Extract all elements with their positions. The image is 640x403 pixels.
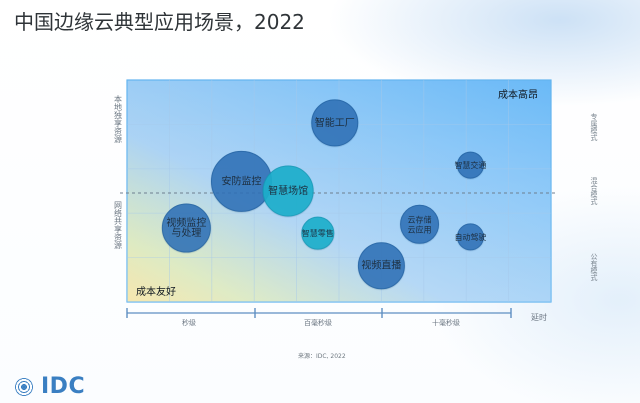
bubble-circle [311, 99, 359, 147]
bubble-label: 云存储云应用 [408, 214, 432, 234]
bubble-label: 视频监控与处理 [166, 216, 206, 239]
brand-logo: IDC [13, 374, 85, 399]
bubble-circle [262, 165, 314, 217]
bubble-circle [161, 203, 211, 253]
bubble-point: 自动驾驶 [454, 223, 486, 251]
bubble-label: 智能工厂 [315, 116, 355, 129]
bubble-label: 智慧零售 [302, 228, 334, 238]
corner-label-bottom-left: 成本友好 [136, 285, 176, 298]
y-label-top: 本地独享资源 [114, 94, 123, 144]
bubble-label: 自动驾驶 [454, 232, 486, 242]
bubble-point: 智慧交通 [454, 151, 486, 179]
source-note: 来源：IDC, 2022 [298, 353, 346, 360]
bubble-label: 智慧场馆 [268, 184, 308, 197]
right-label-2: 公有模式 [590, 253, 598, 281]
bubble-circle [301, 216, 335, 250]
x-category-label-2: 十毫秒级 [432, 318, 460, 327]
circles-icon [13, 376, 35, 398]
bubble-point: 视频直播 [357, 242, 405, 290]
bubble-circle [400, 204, 440, 244]
x-category-label-1: 百毫秒级 [304, 318, 332, 327]
right-label-1: 混合模式 [590, 176, 598, 205]
bubble-label: 安防监控 [221, 174, 261, 187]
bubble-point: 智能工厂 [311, 99, 359, 147]
right-label-0: 专属模式 [590, 112, 598, 141]
bubble-point: 视频监控与处理 [161, 203, 211, 253]
bubble-label: 视频直播 [361, 259, 401, 272]
brand-text: IDC [41, 374, 86, 399]
page-title: 中国边缘云典型应用场景，2022 [14, 10, 305, 34]
bubble-point: 云存储云应用 [400, 204, 440, 244]
bubble-point: 安防监控 [210, 150, 272, 212]
bubble-circle [456, 151, 484, 179]
bubble-point: 智慧场馆 [262, 165, 314, 217]
bubble-label: 智慧交通 [454, 160, 486, 170]
bubble-circle [357, 242, 405, 290]
y-label-bottom: 网络共享资源 [114, 201, 123, 250]
bubble-circle [456, 223, 484, 251]
corner-label-top-right: 成本高昂 [498, 88, 538, 101]
x-category-label-0: 秒级 [182, 318, 196, 327]
x-axis-brackets [126, 308, 512, 318]
x-axis-label: 延时 [531, 312, 547, 322]
bubble-point: 智慧零售 [301, 216, 335, 250]
